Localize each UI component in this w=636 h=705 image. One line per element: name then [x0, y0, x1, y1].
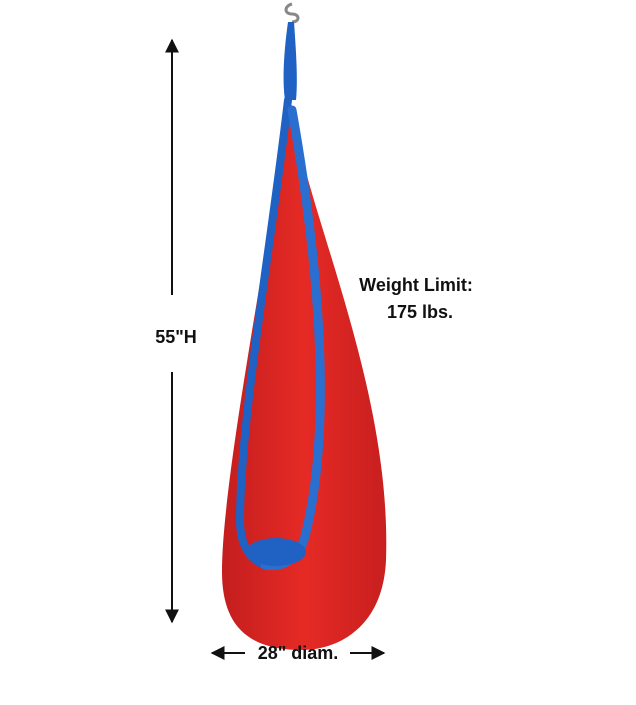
- height-label: 55"H: [155, 327, 197, 347]
- weight-limit-value: 175 lbs.: [387, 302, 453, 322]
- diameter-label: 28" diam.: [258, 643, 339, 663]
- pod-edge: [235, 96, 292, 569]
- pod-seat: [246, 538, 306, 566]
- weight-limit-title: Weight Limit:: [359, 275, 473, 295]
- hook: [284, 2, 300, 24]
- strap: [283, 22, 297, 100]
- pod-body: [222, 95, 387, 650]
